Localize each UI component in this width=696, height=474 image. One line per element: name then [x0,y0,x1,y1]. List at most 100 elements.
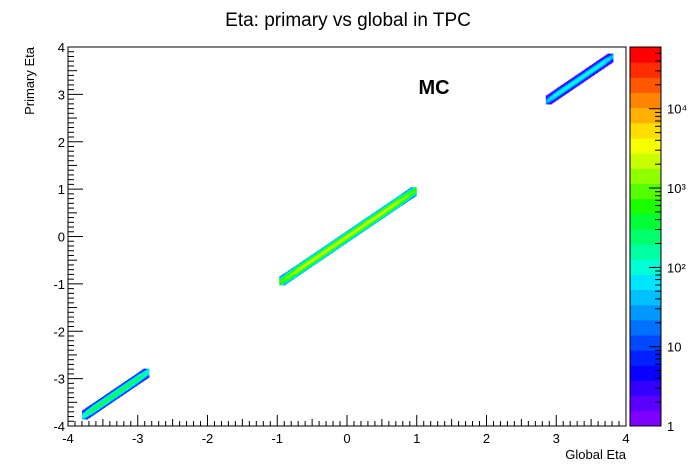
heatmap-cell [104,405,107,408]
heatmap-cell [372,218,375,220]
heatmap-cell [367,220,370,222]
heatmap-cell [122,383,125,386]
heatmap-cell [343,238,346,240]
heatmap-cell [300,268,303,271]
heatmap-cell [137,373,140,375]
heatmap-cell [389,202,392,204]
heatmap-cell [601,65,604,67]
heatmap-cell [93,410,96,412]
heatmap-cell [84,415,87,417]
heatmap-cell [308,264,311,266]
heatmap-cell [565,84,568,87]
heatmap-cell [400,201,403,203]
heatmap-cell [402,192,405,195]
heatmap-cell [84,417,87,420]
heatmap-cell [97,404,100,407]
heatmap-cell [354,228,357,230]
colorbar-swatch [630,380,661,397]
heatmap-cell [381,210,384,213]
heatmap-cell [589,73,591,75]
heatmap-cell [393,209,396,211]
heatmap-cell [559,87,562,90]
heatmap-cell [604,58,607,60]
heatmap-cell [414,188,417,190]
heatmap-cell [337,238,340,240]
heatmap-cell [279,279,282,281]
heatmap-cell [593,72,596,75]
heatmap-cell [377,219,379,221]
heatmap-cell [594,63,597,65]
heatmap-cell [100,400,103,403]
heatmap-cell [610,55,612,57]
heatmap-cell [358,228,361,230]
heatmap-cell [86,416,89,418]
heatmap-cell [570,83,573,85]
heatmap-cell [291,272,294,274]
heatmap-cell [361,226,364,228]
heatmap-cell [547,100,550,102]
heatmap-cell [562,87,565,90]
heatmap-cell [95,403,98,406]
colorbar-swatch [630,244,661,260]
heatmap-cell [300,269,303,272]
heatmap-cell [108,395,111,397]
heatmap-cell [298,269,301,272]
heatmap-cell [350,237,353,239]
heatmap-cell [596,70,598,73]
heatmap-cell [356,225,359,227]
heatmap-cell [344,238,347,240]
heatmap-cell [579,80,582,82]
heatmap-cell [291,276,294,278]
heatmap-cell [611,59,614,61]
heatmap-cell [364,221,367,223]
heatmap-cell [554,93,557,95]
heatmap-cell [109,394,112,396]
heatmap-cell [305,262,308,264]
heatmap-cell [573,82,576,84]
heatmap-cell [333,247,336,250]
heatmap-cell [607,62,610,64]
heatmap-cell [368,223,371,225]
heatmap-cell [396,205,399,207]
heatmap-cell [561,94,564,96]
heatmap-cell [325,248,328,251]
heatmap-cell [604,56,607,58]
heatmap-cell [290,274,293,276]
heatmap-cell [388,205,391,207]
heatmap-cell [350,232,353,235]
heatmap-cell [284,279,287,281]
heatmap-cell [135,383,137,386]
heatmap-cell [135,380,137,382]
heatmap-cell [413,192,416,195]
heatmap-cell [577,79,580,81]
heatmap-cell [282,274,285,276]
heatmap-cell [326,252,329,255]
x-tick-label: -4 [62,431,74,446]
heatmap-cell [388,204,391,206]
heatmap-cell [600,66,603,69]
heatmap-cell [139,371,142,373]
heatmap-cell [385,209,388,211]
heatmap-cell [346,235,349,238]
heatmap-cell [353,228,356,230]
heatmap-cell [290,268,293,271]
heatmap-cell [406,195,409,198]
heatmap-cell [600,60,603,62]
heatmap-cell [377,217,379,219]
heatmap-cell [364,228,367,230]
heatmap-cell [114,388,116,391]
heatmap-cell [308,262,311,264]
heatmap-cell [297,264,300,267]
heatmap-cell [605,55,608,57]
heatmap-cell [310,261,312,263]
heatmap-cell [403,202,406,204]
heatmap-cell [83,411,86,413]
heatmap-cell [86,417,89,419]
heatmap-cell [303,264,306,266]
heatmap-cell [573,77,576,79]
heatmap-cell [569,87,572,90]
heatmap-cell [140,372,143,374]
heatmap-cell [118,391,121,393]
heatmap-cell [608,61,611,63]
heatmap-cell [283,276,286,278]
